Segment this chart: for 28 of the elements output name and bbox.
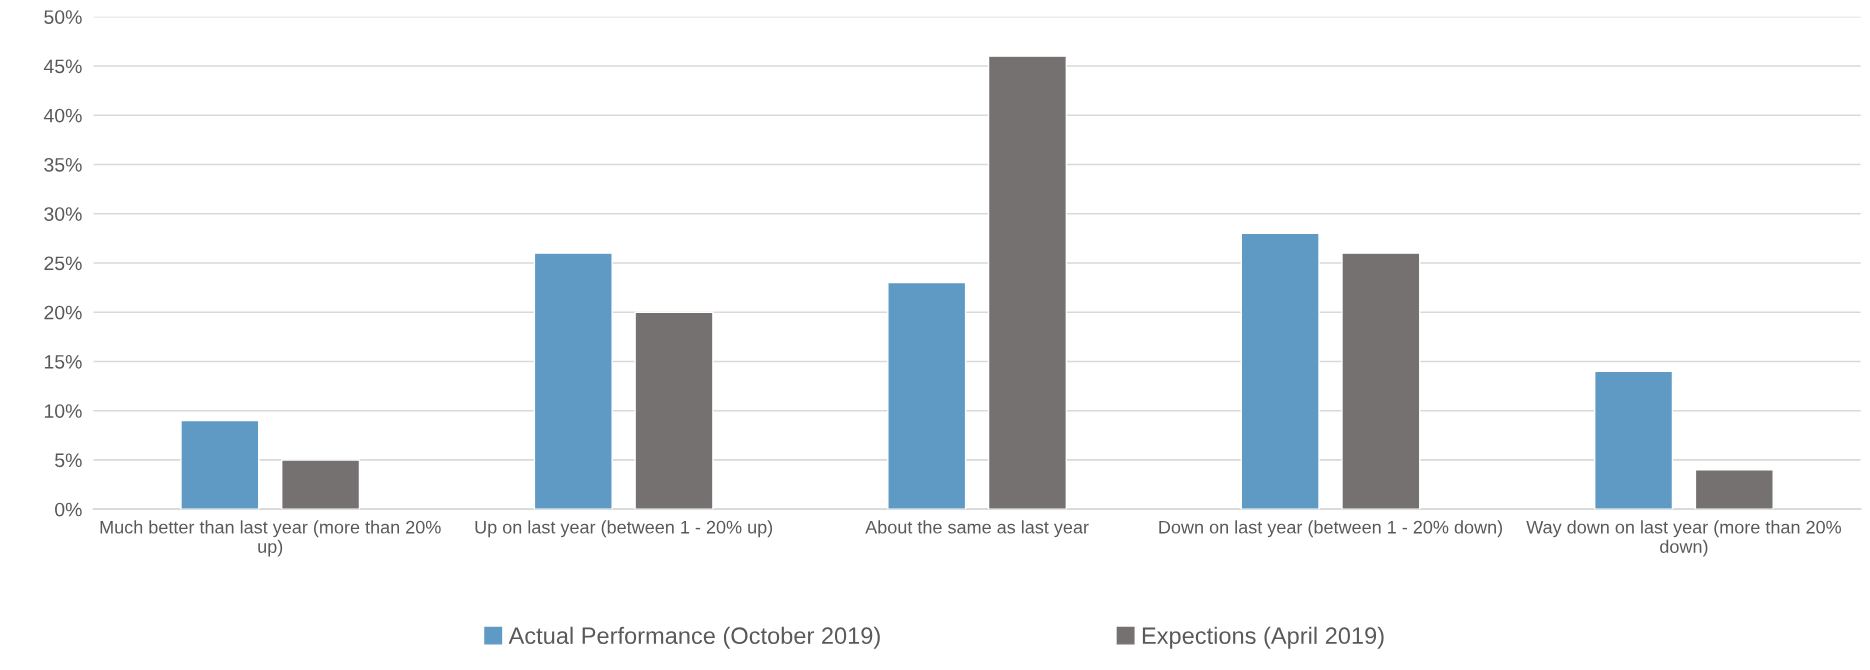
y-tick-label: 15% xyxy=(44,355,82,369)
y-tick-label: 5% xyxy=(55,453,82,468)
x-tick-label: Much better than last year (more than 20% up) xyxy=(100,520,441,557)
bar xyxy=(987,55,1068,510)
y-tick-label: 0% xyxy=(55,502,82,517)
y-tick-label: 45% xyxy=(43,59,82,74)
bar xyxy=(1240,232,1320,510)
y-tick-label: 30% xyxy=(44,207,82,221)
bar xyxy=(1694,469,1774,510)
y-tick-label: 25% xyxy=(44,256,82,271)
y-tick-label: 35% xyxy=(44,157,82,172)
bar xyxy=(533,252,613,510)
y-tick-label: 10% xyxy=(44,404,82,418)
x-tick-label: Way down on last year (more than 20% down) xyxy=(1526,520,1842,557)
x-tick-label: About the same as last year xyxy=(865,520,1089,538)
legend-label: Expections (April 2019) xyxy=(1142,626,1384,649)
bar xyxy=(1593,370,1674,510)
bar xyxy=(634,311,714,510)
bar xyxy=(180,419,260,510)
legend-label: Actual Performance (October 2019) xyxy=(508,626,880,649)
y-tick-label: 20% xyxy=(44,305,82,320)
x-tick-label: Down on last year (between 1 - 20% down) xyxy=(1159,520,1503,538)
y-tick-label: 40% xyxy=(43,108,82,123)
bar xyxy=(281,459,361,510)
x-tick-label: Up on last year (between 1 - 20% up) xyxy=(475,520,773,538)
bar xyxy=(1341,252,1421,510)
bar xyxy=(887,281,967,510)
y-tick-label: 50% xyxy=(44,10,82,24)
